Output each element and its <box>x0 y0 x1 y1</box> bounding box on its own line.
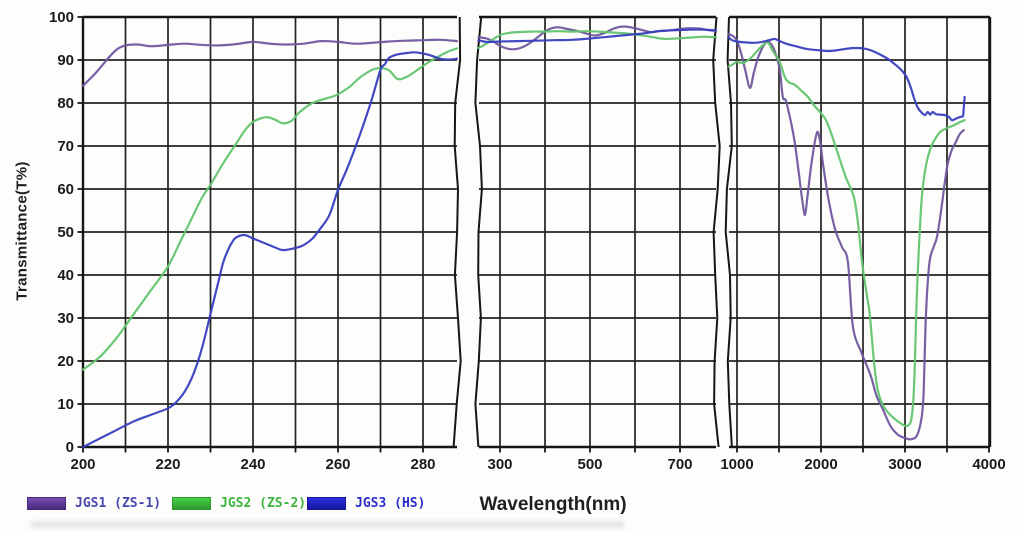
curve-jgs2-panel-3 <box>727 41 966 428</box>
y-tick-label: 80 <box>57 95 74 112</box>
axis-break-edge <box>712 16 721 448</box>
legend-item-jgs1: JGS1 (ZS-1) <box>27 496 161 511</box>
curve-jgs3-panel-1 <box>81 51 459 449</box>
legend-swatch <box>307 497 346 510</box>
axis-break-edge <box>724 16 733 448</box>
legend-swatch <box>27 497 66 510</box>
x-tick-label: 280 <box>410 456 435 473</box>
curve-jgs2-panel-2 <box>477 30 718 50</box>
y-tick-label: 20 <box>57 353 74 370</box>
x-tick-label: 220 <box>155 456 180 473</box>
y-tick-label: 30 <box>57 310 74 327</box>
panel-3: 1000 2000 3000 4000 <box>720 15 1006 473</box>
legend-label: JGS2 (ZS-2) <box>220 496 307 511</box>
legend-item-jgs3: JGS3 (HS) <box>307 496 425 511</box>
x-tick-label: 240 <box>240 456 265 473</box>
x-tick-label: 300 <box>487 456 512 473</box>
curve-jgs1-panel-3 <box>727 33 965 441</box>
legend-swatch <box>172 497 211 510</box>
y-axis-title: Transmittance(T%) <box>13 161 31 301</box>
scan-artifact <box>30 521 625 528</box>
series-jgs1 <box>81 25 965 441</box>
x-tick-label: 700 <box>667 456 692 473</box>
axis-break-edge <box>452 16 462 448</box>
panel-1: 200 220 240 260 280 <box>70 15 462 473</box>
y-tick-label: 0 <box>66 439 74 456</box>
series-jgs2 <box>81 30 966 428</box>
legend-label: JGS1 (ZS-1) <box>75 496 162 511</box>
y-tick-label: 70 <box>57 138 74 155</box>
x-tick-label: 2000 <box>804 456 837 473</box>
y-tick-label: 90 <box>57 52 74 69</box>
x-tick-label: 260 <box>325 456 350 473</box>
y-tick-label: 100 <box>49 9 74 26</box>
x-tick-label: 1000 <box>720 456 753 473</box>
series-jgs3 <box>81 28 966 449</box>
x-axis-title: Wavelength(nm) <box>479 494 627 515</box>
curve-jgs3-panel-2 <box>477 28 718 44</box>
transmittance-plot-canvas: 200 220 240 260 280 300 500 700 1000 2000 3000 4000… <box>49 9 1006 473</box>
legend-label: JGS3 (HS) <box>355 496 426 511</box>
x-tick-label: 500 <box>577 456 602 473</box>
y-tick-label: 10 <box>57 396 74 413</box>
y-tick-label: 50 <box>57 224 74 241</box>
panel-2: 300 500 700 <box>474 15 721 473</box>
curve-jgs2-panel-1 <box>81 47 459 371</box>
legend-item-jgs2: JGS2 (ZS-2) <box>172 496 306 511</box>
x-tick-label: 3000 <box>888 456 921 473</box>
curve-jgs1-panel-1 <box>81 38 459 87</box>
axis-break-edge <box>474 16 483 448</box>
x-tick-label: 4000 <box>972 456 1005 473</box>
y-tick-label: 60 <box>57 181 74 198</box>
y-tick-label: 40 <box>57 267 74 284</box>
curve-jgs3-panel-3 <box>727 36 966 122</box>
x-tick-label: 200 <box>70 456 95 473</box>
